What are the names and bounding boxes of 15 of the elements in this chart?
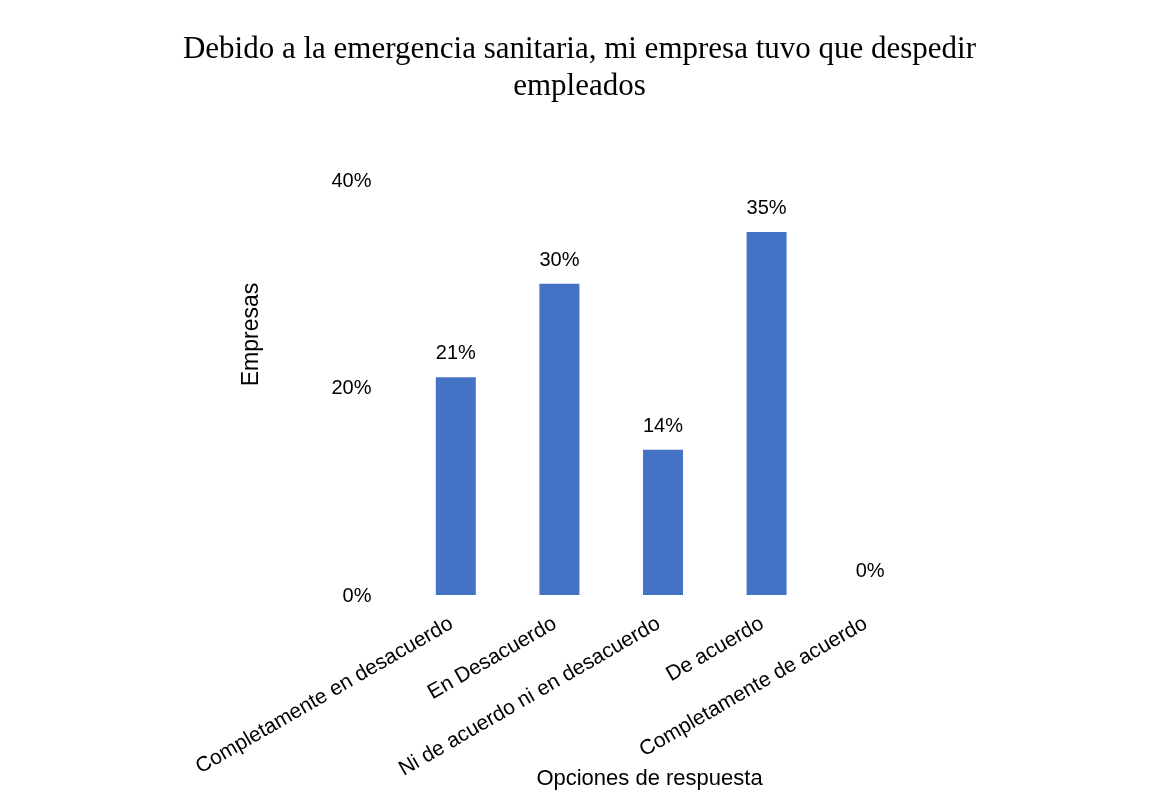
bar [643,449,683,595]
y-tick-label: 20% [331,376,372,398]
data-label: 35% [746,195,787,218]
data-label: 0% [855,559,885,581]
bar [539,283,580,595]
y-tick-label: 0% [342,583,372,606]
bar [746,231,787,595]
y-tick-label: 40% [331,168,372,191]
data-label: 30% [539,247,580,270]
bar [435,377,476,595]
y-axis-title: Empresas [236,282,263,387]
x-axis-title: Opciones de respuesta [536,764,764,790]
chart-title: Debido a la emergencia sanitaria, mi empresa tuvo que despedir empleados [182,30,977,102]
data-label: 21% [435,341,477,364]
data-label: 14% [642,413,684,436]
